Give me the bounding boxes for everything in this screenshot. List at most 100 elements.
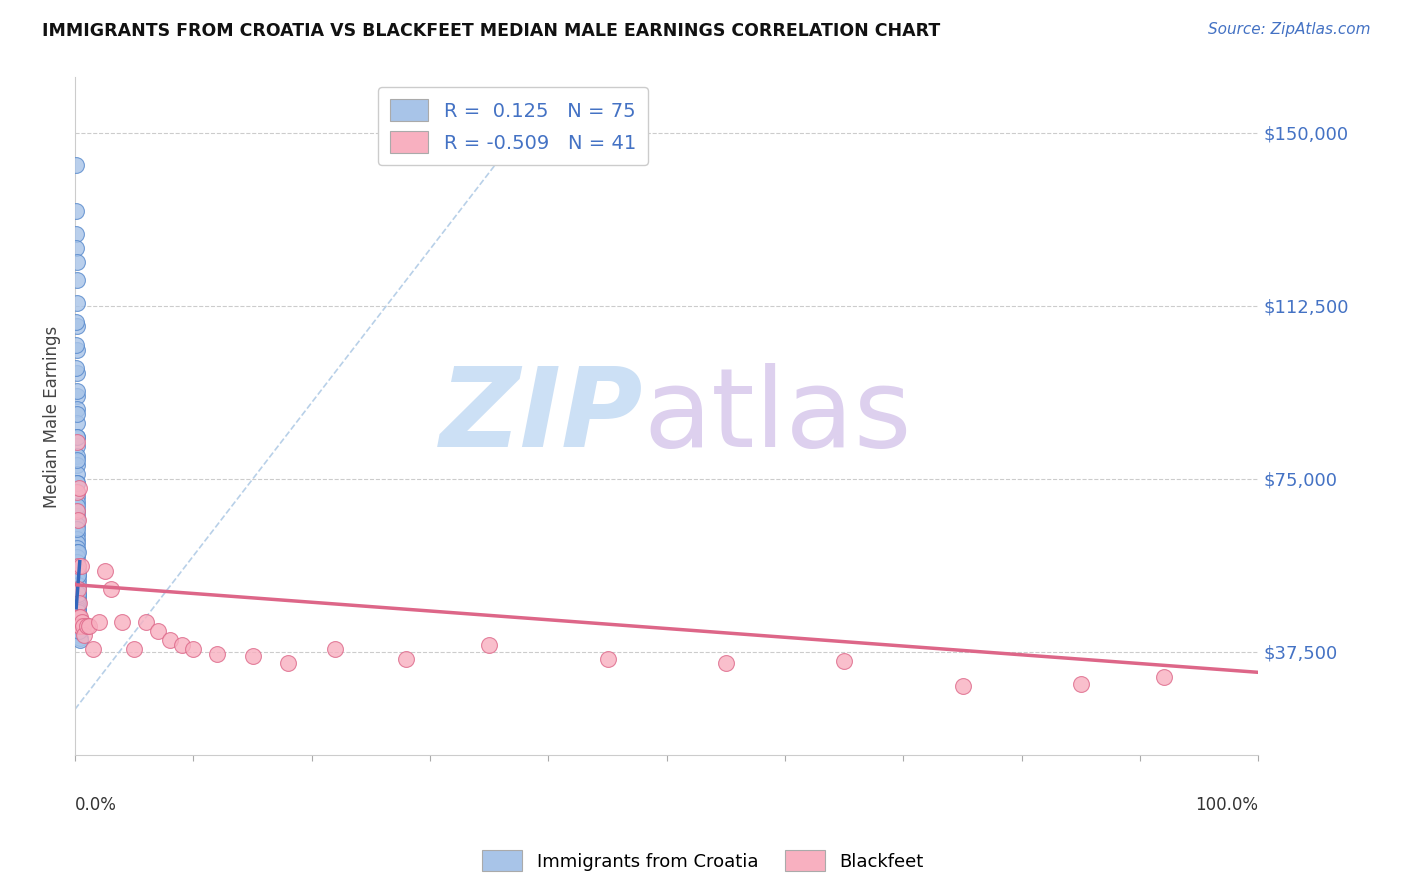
Point [67,624,90,638]
Point [395,651,418,665]
Point [66,467,89,481]
Point [66,536,89,550]
Point [66,513,89,527]
Point [67,606,90,620]
Point [66,532,89,546]
Point [66,582,89,597]
Point [66,599,89,613]
Point [65,255,87,269]
Point [66,541,89,555]
Point [100,582,122,597]
Point [67,596,90,610]
Point [596,651,619,665]
Point [70,559,93,574]
Point [73,628,96,642]
Point [66,389,89,403]
Point [66,430,89,444]
Point [65,338,87,352]
Point [66,559,89,574]
Point [122,642,145,657]
Point [72,619,94,633]
Legend: Immigrants from Croatia, Blackfeet: Immigrants from Croatia, Blackfeet [475,843,931,879]
Point [952,679,974,693]
Point [66,568,89,582]
Point [67,606,90,620]
Point [66,439,89,453]
Point [65,315,87,329]
Point [67,622,90,636]
Point [66,504,89,518]
Point [111,615,134,629]
Point [135,615,157,629]
Point [67,582,90,597]
Point [69,619,91,633]
Point [66,343,89,357]
Point [66,545,89,559]
Point [66,476,89,491]
Point [93,564,115,578]
Point [66,549,89,564]
Point [66,578,89,592]
Point [66,508,89,523]
Point [67,607,90,622]
Point [67,626,90,640]
Point [66,555,89,569]
Legend: R =  0.125   N = 75, R = -0.509   N = 41: R = 0.125 N = 75, R = -0.509 N = 41 [378,87,648,165]
Point [66,559,89,574]
Point [277,656,299,670]
Point [67,628,90,642]
Point [66,490,89,504]
Point [66,587,89,601]
Point [66,458,89,472]
Point [66,513,89,527]
Text: ZIP: ZIP [440,363,643,470]
Point [65,384,87,398]
Point [66,366,89,380]
Point [159,633,181,648]
Point [67,610,90,624]
Point [66,564,89,578]
Text: 0.0%: 0.0% [75,796,117,814]
Point [67,624,90,638]
Point [66,517,89,532]
Point [1153,670,1175,684]
Point [66,485,89,500]
Point [714,656,737,670]
Point [66,573,89,587]
Point [67,615,90,629]
Point [65,158,87,172]
Point [1070,677,1092,691]
Point [170,638,193,652]
Point [67,481,90,495]
Point [66,430,89,444]
Point [69,631,91,645]
Point [67,603,90,617]
Point [77,619,100,633]
Point [67,600,90,615]
Point [832,654,855,668]
Point [87,615,110,629]
Point [66,417,89,431]
Point [65,204,87,219]
Point [66,402,89,417]
Point [69,633,91,648]
Point [66,476,89,491]
Point [66,596,89,610]
Point [66,504,89,518]
Point [70,615,93,629]
Point [65,361,87,376]
Point [67,616,90,631]
Point [66,449,89,463]
Point [66,522,89,536]
Point [66,434,89,449]
Point [65,241,87,255]
Point [67,612,90,626]
Point [65,227,87,242]
Point [66,545,89,559]
Text: Source: ZipAtlas.com: Source: ZipAtlas.com [1208,22,1371,37]
Point [66,527,89,541]
Point [205,647,228,661]
Point [66,568,89,582]
Point [66,485,89,500]
Text: 100.0%: 100.0% [1195,796,1258,814]
